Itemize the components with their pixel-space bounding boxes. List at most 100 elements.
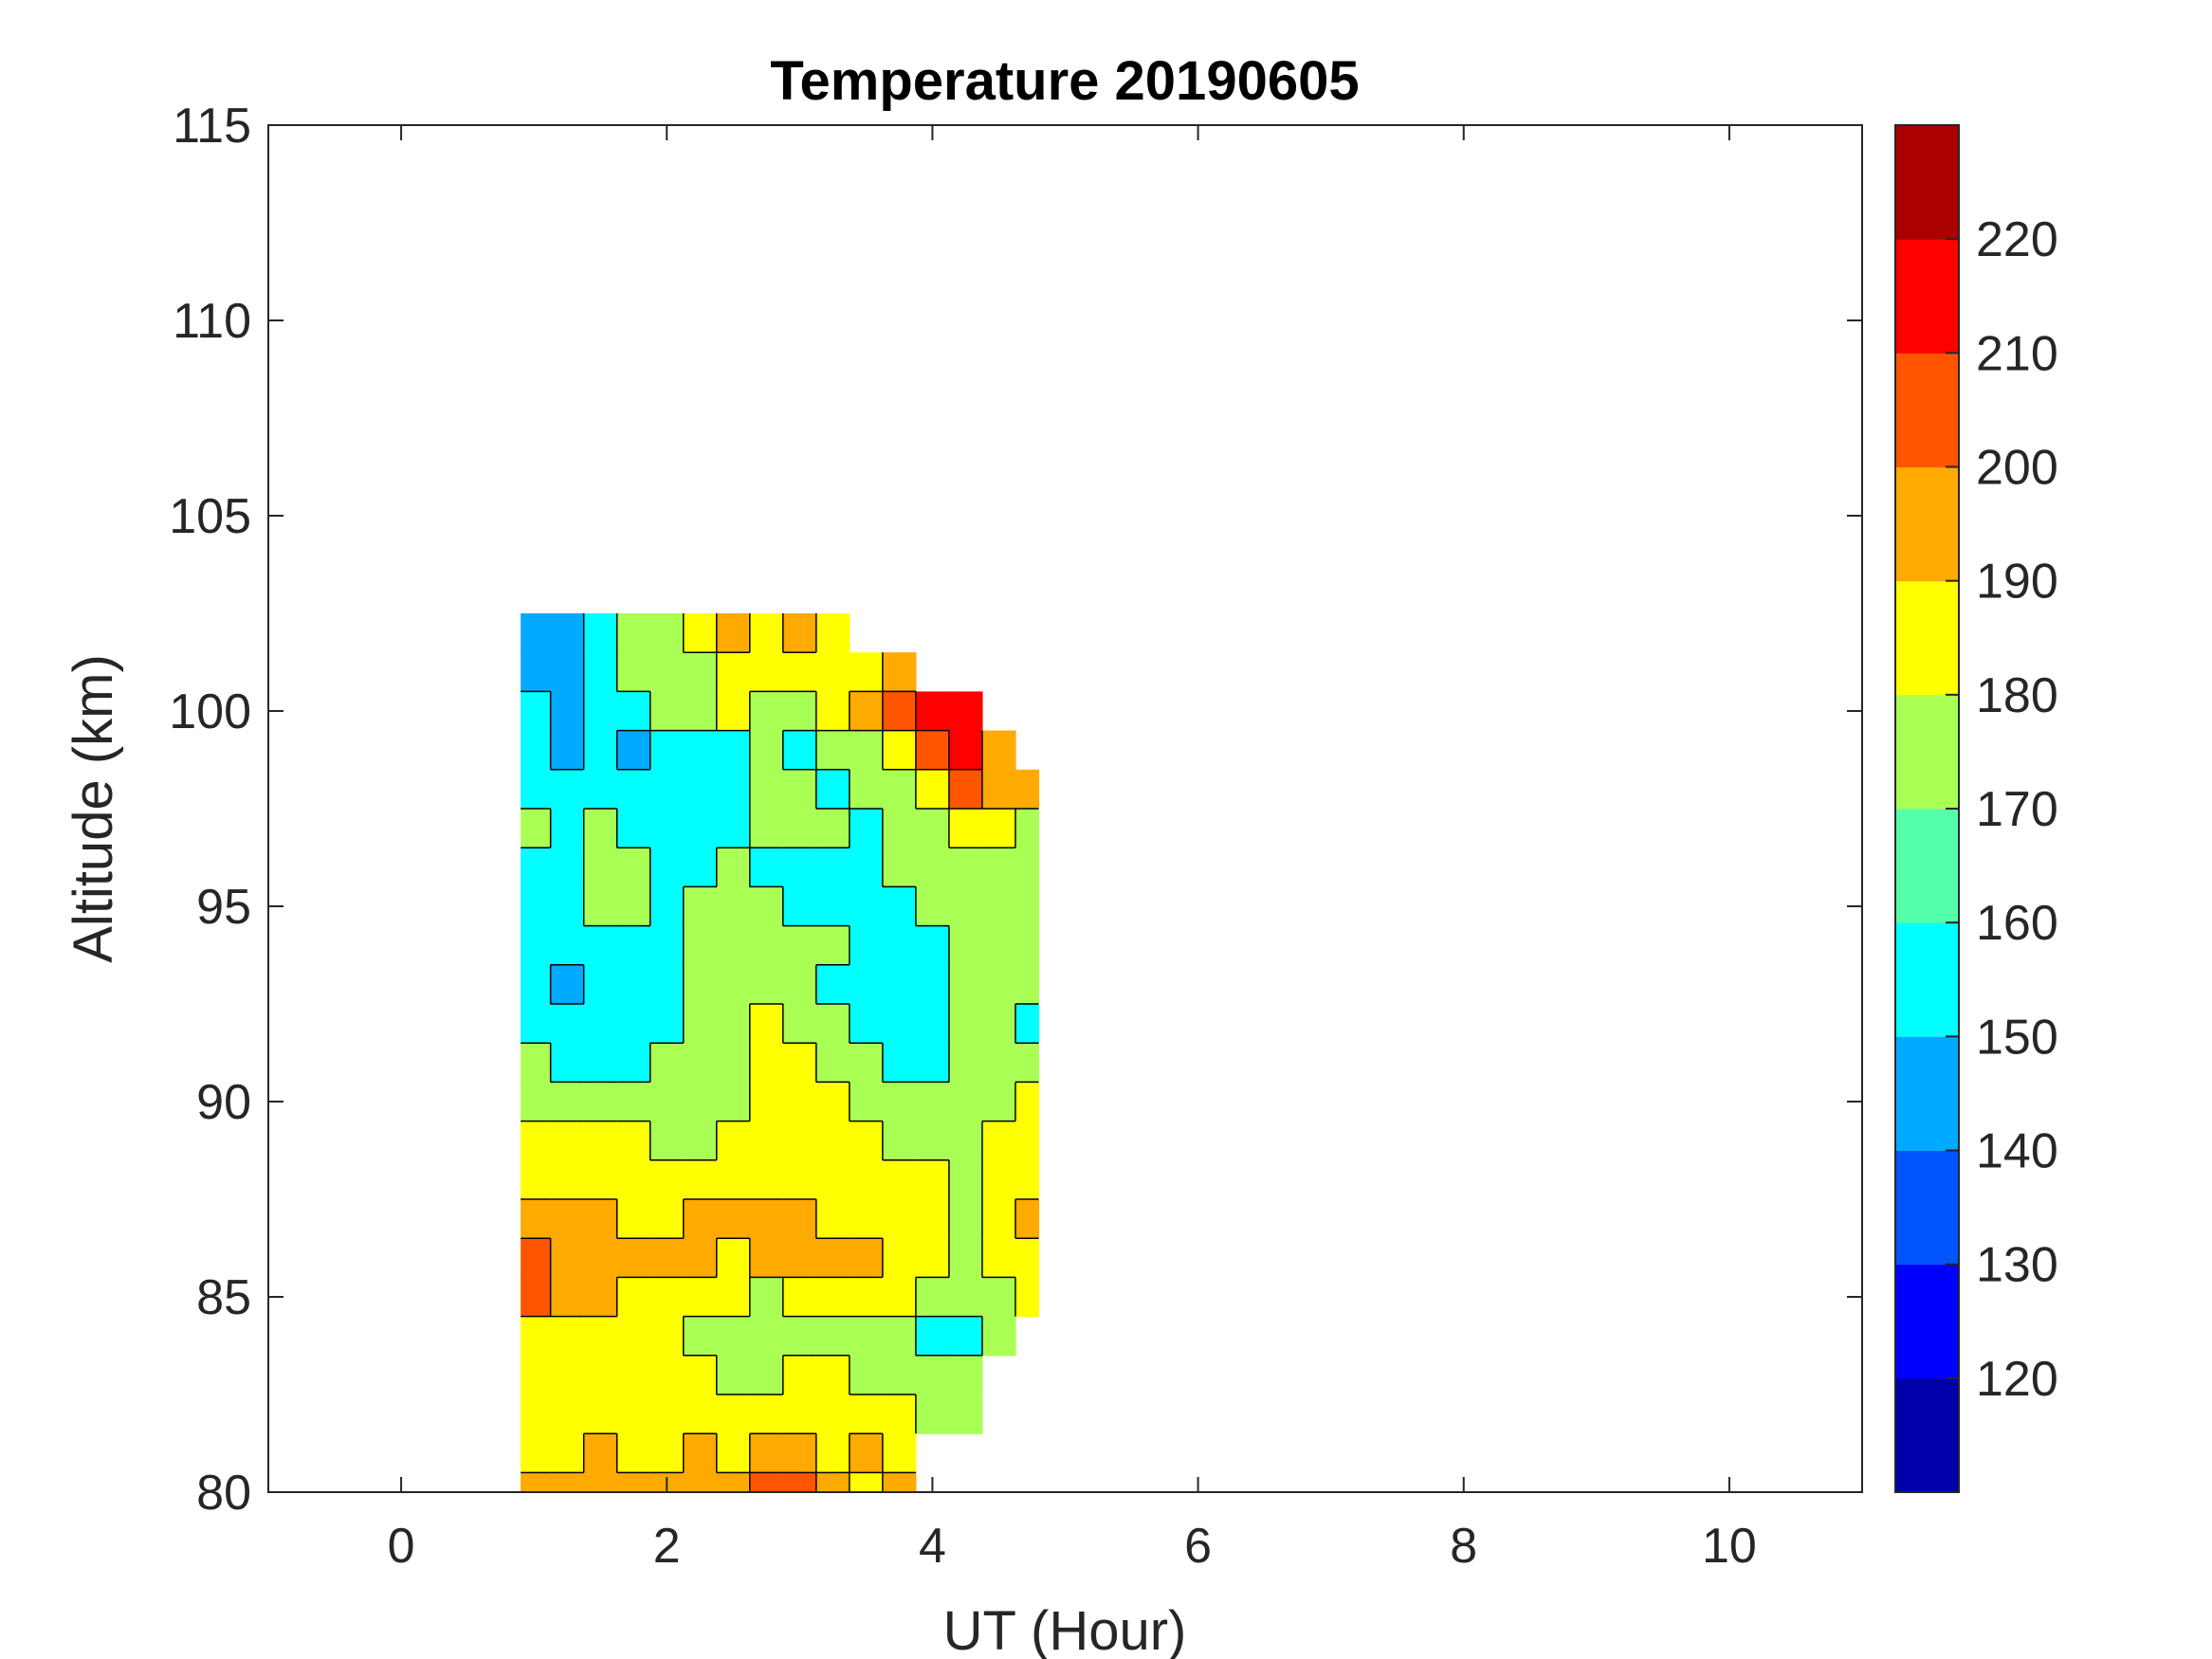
contour-cell xyxy=(948,769,983,810)
contour-cell xyxy=(749,809,784,848)
contour-cell xyxy=(815,1316,850,1357)
contour-cell xyxy=(849,1043,884,1083)
contour-cell xyxy=(521,1355,552,1395)
colorbar-band xyxy=(1895,809,1959,923)
x-tick-label: 4 xyxy=(919,1519,946,1574)
x-axis: 0 2 4 6 8 10 xyxy=(388,125,1757,1574)
contour-cell xyxy=(815,769,850,810)
contour-cell xyxy=(782,1316,817,1357)
contour-cell xyxy=(915,769,950,810)
contour-cell xyxy=(1015,1004,1040,1044)
contour-cell xyxy=(948,1316,983,1357)
contour-cell xyxy=(882,1159,917,1200)
contour-cell xyxy=(616,652,651,692)
colorbar-band xyxy=(1895,353,1959,467)
contour-cell xyxy=(782,730,817,771)
contour-cell xyxy=(521,1199,552,1239)
contour-cell xyxy=(521,652,552,692)
contour-cell xyxy=(981,1121,1016,1161)
contour-cell xyxy=(849,1121,884,1161)
contour-cell xyxy=(583,1082,618,1122)
contour-cell xyxy=(550,1395,585,1434)
contour-cell xyxy=(749,1238,784,1278)
contour-cell xyxy=(749,1472,784,1493)
contour-cell xyxy=(981,1004,1016,1044)
contour-cell xyxy=(849,769,884,810)
contour-cell xyxy=(583,1277,618,1318)
colorbar-band xyxy=(1895,125,1959,240)
contour-cell xyxy=(749,886,784,927)
contour-cell xyxy=(683,1004,718,1044)
contour-cell xyxy=(981,1238,1016,1278)
contour-cell xyxy=(782,1433,817,1473)
contour-cell xyxy=(882,1004,917,1044)
contour-cell xyxy=(882,1199,917,1239)
contour-cell xyxy=(649,1238,685,1278)
contour-cell xyxy=(716,1472,751,1493)
x-tick-label: 8 xyxy=(1450,1519,1477,1574)
y-tick-label: 115 xyxy=(173,99,251,154)
y-tick-label: 110 xyxy=(173,294,251,349)
contour-cell xyxy=(683,1355,718,1395)
contour-cell xyxy=(583,1316,618,1357)
contour-cell xyxy=(716,1238,751,1278)
contour-cell xyxy=(649,1433,685,1473)
contour-cell xyxy=(716,769,751,810)
contour-cell xyxy=(782,1159,817,1200)
contour-cell xyxy=(716,1395,751,1434)
contour-cell xyxy=(948,964,983,1005)
contour-cell xyxy=(882,1238,917,1278)
contour-cell xyxy=(649,652,685,692)
contour-cell xyxy=(550,1238,585,1278)
x-tick-label: 0 xyxy=(388,1519,415,1574)
contour-lines xyxy=(521,613,1039,1492)
contour-cell xyxy=(683,1159,718,1200)
colorbar-tick-label: 160 xyxy=(1976,896,2058,951)
contour-cell xyxy=(716,886,751,927)
contour-cell xyxy=(583,769,618,810)
contour-cell xyxy=(882,848,917,887)
contour-cell xyxy=(649,1004,685,1044)
contour-cell xyxy=(948,1395,983,1434)
colorbar-tick-label: 130 xyxy=(1976,1238,2058,1293)
contour-cell xyxy=(882,1121,917,1161)
contour-cell xyxy=(683,1316,718,1357)
contour-cell xyxy=(849,1316,884,1357)
contour-cell xyxy=(550,1004,585,1044)
contour-cell xyxy=(521,1316,552,1357)
contour-cell xyxy=(915,1121,950,1161)
contour-cell xyxy=(815,1121,850,1161)
contour-cell xyxy=(716,1159,751,1200)
contour-cell xyxy=(616,964,651,1005)
contour-cell xyxy=(550,1043,585,1083)
contour-cell xyxy=(749,730,784,771)
contour-cell xyxy=(915,1355,950,1395)
contour-cell xyxy=(683,613,718,653)
contour-cell xyxy=(981,769,1016,810)
contour-cell xyxy=(616,1316,651,1357)
contour-cell xyxy=(550,1277,585,1318)
contour-cell xyxy=(521,1121,552,1161)
contour-cell xyxy=(683,652,718,692)
contour-cell xyxy=(915,730,950,771)
contour-cell xyxy=(815,1433,850,1473)
contour-cell xyxy=(616,925,651,966)
contour-cell xyxy=(550,769,585,810)
contour-cell xyxy=(849,1082,884,1122)
contour-cell xyxy=(815,1043,850,1083)
contour-cell xyxy=(683,1082,718,1122)
contour-cell xyxy=(815,1082,850,1122)
contour-cell xyxy=(716,691,751,732)
colorbar: 120 130 140 150 160 170 180 190 200 210 220 xyxy=(1894,124,2058,1493)
contour-cell xyxy=(782,769,817,810)
colorbar-tick-label: 140 xyxy=(1976,1124,2058,1179)
contour-cell xyxy=(782,964,817,1005)
contour-cell xyxy=(749,1395,784,1434)
contour-cell xyxy=(521,809,552,848)
contour-cell xyxy=(849,1004,884,1044)
contour-cell xyxy=(716,613,751,653)
y-axis: 80 85 90 95 100 105 110 115 xyxy=(169,99,1862,1521)
contour-cell xyxy=(521,1159,552,1200)
contour-cell xyxy=(782,652,817,692)
contour-cell xyxy=(716,1082,751,1122)
